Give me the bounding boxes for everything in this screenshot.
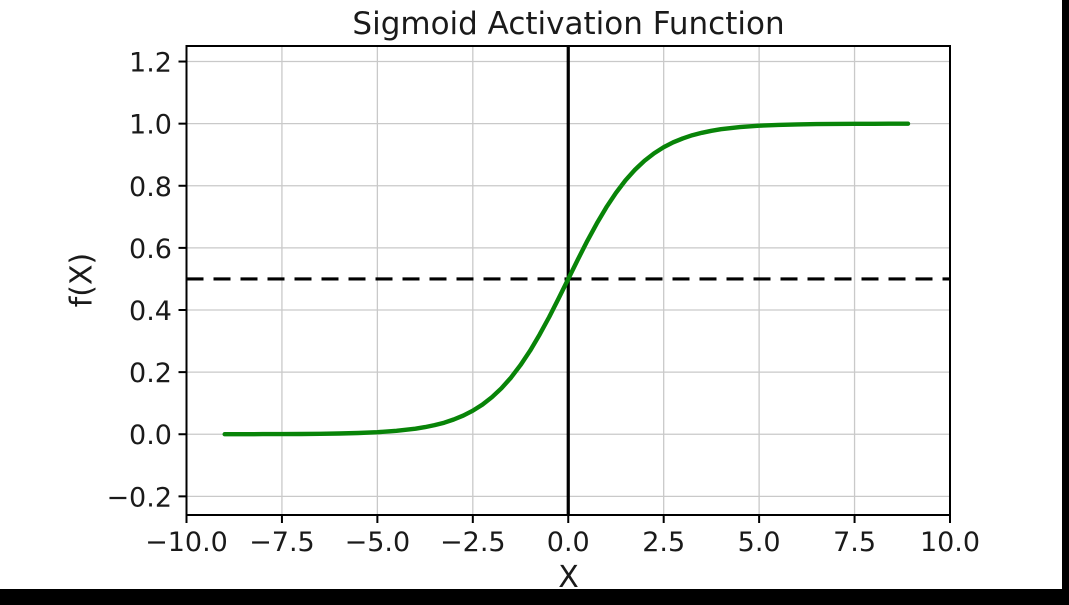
window-edge-bottom — [0, 589, 1069, 605]
x-tick-label: −2.5 — [440, 527, 506, 558]
x-tick-label: −10.0 — [145, 527, 228, 558]
chart-title: Sigmoid Activation Function — [352, 6, 785, 42]
sigmoid-curve — [222, 121, 911, 437]
x-tick-label: −5.0 — [345, 527, 411, 558]
x-tick-label: 10.0 — [920, 527, 980, 558]
y-tick-label: 0.0 — [129, 420, 172, 451]
y-tick-label: 0.2 — [129, 358, 172, 389]
y-tick-label: 1.2 — [129, 48, 172, 79]
x-axis-label: X — [558, 560, 579, 595]
y-tick-label: 1.0 — [129, 110, 172, 141]
window-edge-right — [1062, 0, 1069, 605]
y-tick-label: 0.4 — [129, 296, 172, 327]
x-tick-label: 0.0 — [547, 527, 590, 558]
x-tick-label: 2.5 — [642, 527, 685, 558]
x-tick-label: −7.5 — [249, 527, 315, 558]
y-tick-label: −0.2 — [106, 482, 172, 513]
x-tick-label: 5.0 — [738, 527, 781, 558]
x-tick-label: 7.5 — [833, 527, 876, 558]
y-tick-label: 0.6 — [129, 234, 172, 265]
y-tick-label: 0.8 — [129, 172, 172, 203]
